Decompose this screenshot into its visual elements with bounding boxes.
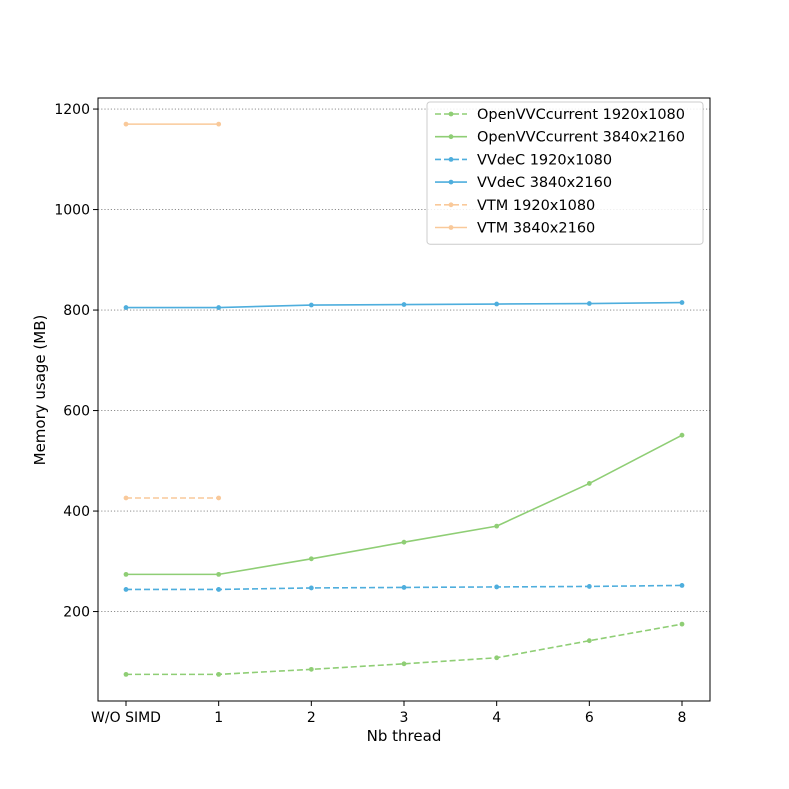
legend-entry-label: OpenVVCcurrent 1920x1080 (477, 107, 685, 123)
y-tick-label: 1000 (54, 203, 90, 219)
data-point (216, 121, 222, 127)
data-point (494, 301, 500, 307)
x-tick-label: 6 (585, 710, 594, 726)
series-layer (123, 121, 685, 677)
x-tick-label: 4 (492, 710, 501, 726)
data-point (401, 302, 407, 307)
legend-swatch-marker (448, 111, 454, 117)
y-tick-label: 1200 (54, 102, 90, 118)
data-point (123, 571, 129, 577)
data-point (123, 495, 129, 501)
data-point (401, 585, 407, 590)
data-point (679, 432, 685, 438)
y-tick-label: 200 (63, 605, 90, 621)
x-tick-label: 2 (307, 710, 316, 726)
legend-swatch-marker (448, 134, 454, 140)
data-point (216, 587, 222, 592)
x-tick-label: W/O SIMD (91, 710, 161, 726)
data-point (586, 481, 592, 486)
legend-frame (426, 101, 704, 245)
data-point (216, 305, 222, 310)
data-point (679, 300, 685, 305)
data-point (494, 655, 500, 661)
legend: OpenVVCcurrent 1920x1080 OpenVVCcurrent 3… (426, 101, 704, 245)
data-point (586, 301, 592, 306)
legend-swatch-marker (448, 157, 454, 162)
legend-entry-label: VTM 3840x2160 (477, 221, 595, 237)
axis-layer: 200 400 600 800 1000 1200 W/O SIMD 1 2 3 4 6 8 (54, 102, 686, 726)
data-point (308, 556, 314, 562)
data-point (401, 661, 407, 667)
data-point (216, 571, 222, 577)
legend-entry-label: VTM 1920x1080 (477, 198, 595, 214)
data-point (216, 495, 222, 501)
legend-swatch-marker (448, 179, 454, 185)
legend-entry-label: OpenVVCcurrent 3840x2160 (477, 130, 685, 146)
data-point (401, 539, 407, 545)
series-line-0 (126, 623, 683, 676)
y-tick-label: 600 (63, 404, 90, 420)
legend-entry-label: VVdeC 1920x1080 (477, 152, 612, 168)
data-point (679, 621, 685, 627)
data-point (586, 638, 592, 644)
x-axis-title: Nb thread (367, 727, 442, 745)
legend-swatch-marker (448, 202, 454, 208)
data-point (494, 523, 500, 529)
data-point (216, 671, 222, 677)
data-point (679, 583, 685, 588)
data-point (308, 585, 314, 591)
data-point (123, 671, 129, 677)
data-point (494, 584, 500, 590)
legend-swatch-marker (448, 225, 454, 230)
y-axis-title: Memory usage (MB) (31, 315, 49, 466)
series-line-1 (126, 434, 683, 576)
x-tick-label: 1 (214, 710, 223, 726)
data-point (308, 302, 314, 308)
data-point (586, 584, 592, 589)
x-tick-label: 3 (400, 710, 409, 726)
data-point (123, 305, 129, 310)
legend-entry-label: VVdeC 3840x2160 (477, 175, 612, 191)
data-point (308, 666, 314, 672)
x-tick-label: 8 (678, 710, 687, 726)
y-tick-label: 400 (63, 504, 90, 520)
data-point (123, 587, 129, 592)
y-tick-label: 800 (63, 303, 90, 319)
data-point (123, 121, 129, 127)
